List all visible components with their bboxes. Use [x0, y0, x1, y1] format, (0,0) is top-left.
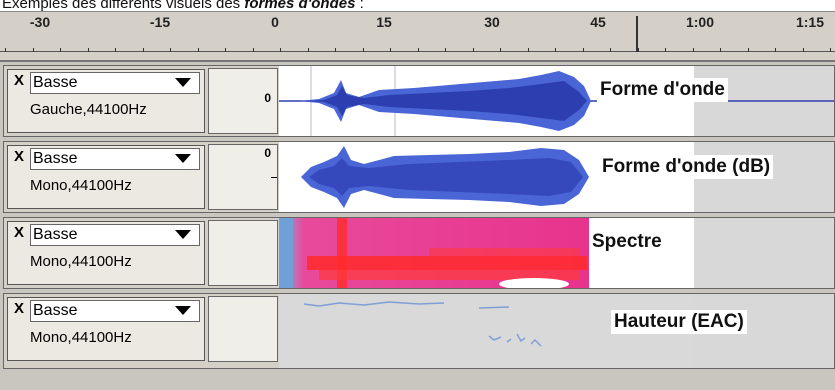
ruler-tick	[225, 48, 226, 52]
ruler-tick	[60, 48, 61, 52]
vertical-ruler	[208, 220, 278, 286]
ruler-tick	[528, 48, 529, 52]
ruler-tick	[88, 48, 89, 52]
ruler-tick	[115, 48, 116, 52]
ruler-tick	[390, 48, 391, 52]
ruler-tick	[583, 48, 584, 52]
close-track-button[interactable]: X	[13, 148, 24, 165]
ruler-tick	[720, 48, 721, 52]
waveform-db-core	[309, 158, 583, 196]
track-name-dropdown[interactable]: Basse	[30, 300, 200, 322]
view-mode-label: Forme d'onde (dB)	[599, 155, 774, 179]
track-name-dropdown[interactable]: Basse	[30, 148, 200, 170]
close-track-button[interactable]: X	[13, 72, 24, 89]
ruler-tick	[308, 48, 309, 52]
pitch-graphic	[279, 294, 694, 368]
track-format-info: Mono,44100Hz	[30, 329, 132, 346]
close-track-button[interactable]: X	[13, 224, 24, 241]
view-mode-label: Hauteur (EAC)	[611, 310, 747, 334]
track-format-info: Mono,44100Hz	[30, 253, 132, 270]
ruler-tick	[473, 48, 474, 52]
chevron-down-icon	[175, 78, 191, 87]
track-control-panel: X Basse Mono,44100Hz	[7, 221, 205, 285]
ruler-baseline	[0, 51, 835, 52]
caption-emphasis: formes d'ondes	[244, 0, 356, 12]
ruler-tick	[775, 48, 776, 52]
timeline-ruler[interactable]: -30 -15 0 15 30 45 1:00 1:15	[0, 12, 835, 62]
track-name: Basse	[33, 226, 78, 243]
vruler-zero-label: 0	[264, 91, 271, 105]
waveform-core	[304, 81, 587, 121]
ruler-tick	[500, 48, 501, 52]
audio-track[interactable]: X Basse Gauche,44100Hz 0 Forme d'onde	[3, 65, 835, 137]
spectrum-graphic	[279, 218, 694, 288]
track-name: Basse	[33, 150, 78, 167]
ruler-tick	[280, 48, 281, 52]
ruler-tick	[170, 48, 171, 52]
chevron-down-icon	[175, 154, 191, 163]
ruler-tick	[665, 48, 666, 52]
track-name-dropdown[interactable]: Basse	[30, 224, 200, 246]
ruler-tick	[748, 48, 749, 52]
ruler-tick	[143, 48, 144, 52]
ruler-label: -30	[29, 14, 51, 30]
playback-position-marker	[636, 16, 638, 52]
audio-track[interactable]: X Basse Mono,44100Hz 0 Forme d'onde (dB)	[3, 141, 835, 213]
waveform-display[interactable]: Forme d'onde	[279, 66, 834, 136]
vertical-ruler: 0	[208, 144, 278, 210]
ruler-label: 15	[376, 14, 392, 30]
ruler-tick	[555, 48, 556, 52]
track-format-info: Mono,44100Hz	[30, 177, 132, 194]
view-mode-label: Spectre	[589, 230, 665, 254]
vruler-tick	[271, 177, 277, 178]
track-format-info: Gauche,44100Hz	[30, 101, 147, 118]
ruler-tick	[418, 48, 419, 52]
ruler-label: 0	[271, 14, 279, 30]
ruler-label: -15	[149, 14, 171, 30]
ruler-label: 1:15	[795, 14, 825, 30]
ruler-tick	[198, 48, 199, 52]
ruler-tick	[445, 48, 446, 52]
ruler-tick	[33, 48, 34, 52]
waveform-db-display[interactable]: Forme d'onde (dB)	[279, 142, 834, 212]
pitch-contour	[303, 301, 542, 347]
track-name: Basse	[33, 74, 78, 91]
track-control-panel: X Basse Mono,44100Hz	[7, 297, 205, 361]
ruler-tick	[830, 48, 831, 52]
ruler-label: 45	[590, 14, 606, 30]
track-control-panel: X Basse Gauche,44100Hz	[7, 69, 205, 133]
audio-track[interactable]: X Basse Mono,44100Hz	[3, 217, 835, 289]
pitch-display[interactable]: Hauteur (EAC)	[279, 294, 834, 368]
ruler-tick	[363, 48, 364, 52]
close-track-button[interactable]: X	[13, 300, 24, 317]
track-name: Basse	[33, 302, 78, 319]
caption-suffix: :	[355, 0, 364, 12]
ruler-label: 30	[484, 14, 500, 30]
ruler-tick	[5, 48, 6, 52]
vertical-ruler	[208, 296, 278, 362]
ruler-tick	[693, 48, 694, 52]
ruler-tick	[610, 48, 611, 52]
chevron-down-icon	[175, 306, 191, 315]
ruler-tick	[638, 48, 639, 52]
caption: Exemples des différents visuels des form…	[2, 0, 364, 13]
ruler-tick	[253, 48, 254, 52]
track-control-panel: X Basse Mono,44100Hz	[7, 145, 205, 209]
ruler-label: 1:00	[685, 14, 715, 30]
audio-editor: -30 -15 0 15 30 45 1:00 1:15 X Basse Gau…	[0, 11, 835, 390]
spectrum-display[interactable]: Spectre	[279, 218, 834, 288]
view-mode-label: Forme d'onde	[597, 78, 728, 102]
ruler-tick	[335, 48, 336, 52]
chevron-down-icon	[175, 230, 191, 239]
ruler-tick	[803, 48, 804, 52]
waveform-graphic	[279, 66, 834, 136]
audio-track[interactable]: X Basse Mono,44100Hz Hauteur (EAC)	[3, 293, 835, 369]
vruler-zero-label: 0	[264, 146, 271, 160]
track-name-dropdown[interactable]: Basse	[30, 72, 200, 94]
vertical-ruler: 0	[208, 68, 278, 134]
caption-prefix: Exemples des différents visuels des	[2, 0, 245, 12]
